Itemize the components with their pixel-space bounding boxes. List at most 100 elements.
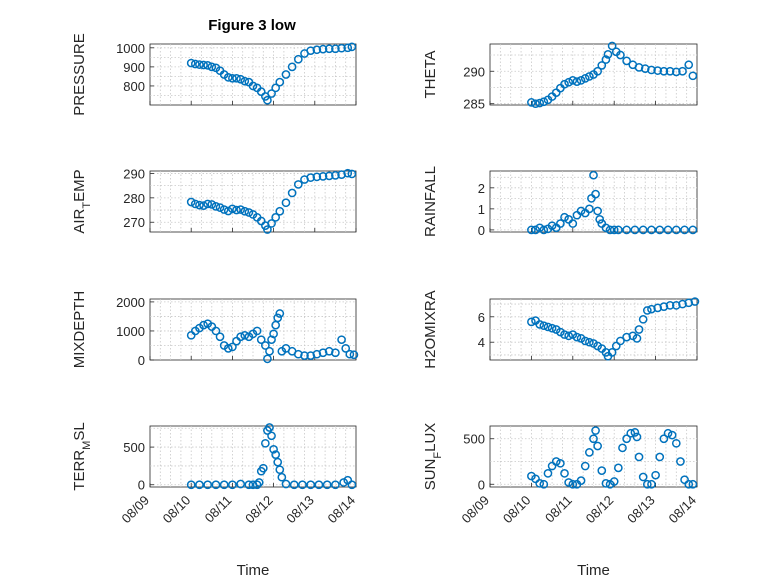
panel-8-data-point: [589, 434, 598, 444]
panel-5-ytick-label: 0: [138, 353, 145, 368]
panel-4-data-point: [605, 225, 615, 235]
panel-1-data-point: [324, 44, 334, 54]
panel-8-data-point: [543, 468, 553, 478]
panel-4-data-point: [531, 225, 540, 235]
panel-5-data-point: [256, 335, 266, 345]
panel-3-data-point: [343, 168, 353, 178]
panel-3-ytick-label: 280: [123, 191, 145, 206]
panel-1-data-point: [318, 44, 328, 54]
panel-2-data-point: [568, 75, 578, 85]
panel-8-data-point: [597, 466, 607, 475]
panel-7-data-point: [314, 480, 324, 490]
panel-5-data-point: [306, 351, 316, 360]
panel-8-data-point: [632, 432, 642, 442]
panel-5-data-point: [240, 330, 250, 340]
panel-1-data-point: [293, 54, 303, 64]
panel-3-data-point: [263, 225, 272, 234]
panel-2-ylabel: THETA: [422, 50, 439, 98]
panel-3-ylabel: AIRTEMP: [71, 169, 93, 233]
panel-2-data-point: [601, 55, 611, 64]
panel-5-ytick-label: 1000: [116, 324, 145, 339]
panel-3-data-point: [293, 180, 303, 189]
panel-4-data-point: [585, 204, 594, 214]
panel-8-data-point: [560, 468, 569, 478]
panel-3-data-point: [219, 205, 229, 214]
panel-6-data-point: [564, 331, 574, 341]
panel-4-data-point: [601, 223, 611, 233]
panel-4-data-point: [595, 215, 605, 224]
panel-8-data-point: [684, 479, 694, 489]
panel-8-data-point: [591, 426, 600, 435]
panel-3-data-point: [211, 202, 221, 211]
panel-8-ytick-label: 500: [463, 432, 485, 447]
panel-2-data-point: [622, 56, 631, 66]
panel-8-data-point: [634, 452, 644, 462]
panel-8-data-point: [671, 438, 681, 448]
panel-7-data-point: [271, 450, 281, 459]
panel-1-data-point: [240, 76, 250, 86]
panel-7-data-point: [219, 480, 229, 490]
panel-4-data-point: [589, 170, 598, 180]
panel-8-data-point: [564, 478, 574, 487]
panel-5-data-point: [273, 313, 283, 323]
panel-5-data-point: [341, 344, 351, 353]
panel-7-data-point: [203, 480, 213, 490]
panel-4-ytick-label: 2: [478, 181, 485, 196]
panel-8-data-point: [642, 479, 652, 489]
panel-7-data-point: [244, 480, 254, 490]
panel-8-data-point: [622, 434, 631, 444]
panel-3-data-point: [267, 219, 276, 228]
panel-1-data-point: [207, 62, 217, 72]
panel-6-data-point: [611, 341, 621, 351]
panel-4-data-point: [613, 225, 623, 235]
panel-8-data-point: [630, 428, 640, 437]
panel-7-xtick-label: 08/11: [202, 493, 235, 526]
panel-4-data-point: [593, 206, 602, 216]
panel-8-data-point: [576, 476, 586, 485]
panel-6-data-point: [527, 317, 536, 327]
panel-8-data-point: [539, 479, 549, 489]
panel-8-xtick-label: 08/14: [666, 493, 700, 527]
panel-7-data-point: [254, 478, 264, 487]
panel-1-ylabel: PRESSURE: [71, 33, 88, 116]
panel-4-ytick-label: 1: [478, 202, 485, 217]
panel-7-data-point: [252, 480, 262, 490]
panel-8-data-point: [663, 428, 673, 438]
panel-2-data-point: [531, 99, 540, 109]
panel-8-data-point: [609, 477, 619, 486]
panel-6-data-point: [665, 301, 675, 310]
panel-2-data-point: [585, 72, 594, 81]
panel-5-data-point: [331, 348, 340, 358]
panel-7-data-point: [261, 438, 270, 448]
panel-6-data-point: [560, 330, 569, 339]
panel-5-data-point: [215, 332, 225, 342]
panel-4-data-point: [647, 225, 656, 235]
panel-1-data-point: [287, 62, 297, 72]
panel-5-data-point: [211, 326, 221, 336]
panel-7-ylabel: TERRMSL: [71, 422, 93, 490]
panel-3-data-point: [232, 205, 241, 215]
panel-3-data-point: [275, 206, 285, 216]
panel-8-data-point: [651, 470, 660, 480]
panel-4-data-point: [622, 225, 631, 235]
panel-2-data-point: [593, 66, 602, 76]
panel-8-ytick-label: 0: [478, 477, 485, 492]
panel-4-data-point: [527, 225, 536, 235]
panel-8-data-point: [556, 458, 565, 468]
panel-6-data-point: [647, 304, 656, 314]
panel-4-data-point: [655, 225, 665, 235]
panel-1-data-point: [232, 73, 241, 83]
panel-5-data-point: [252, 326, 262, 336]
panel-8-data-point: [676, 457, 685, 466]
panel-2-data-point: [576, 75, 586, 85]
panel-6-data-point: [622, 332, 631, 342]
panel-8-xtick-label: 08/13: [624, 493, 658, 527]
panel-7-data-point: [265, 423, 274, 432]
panel-5-data-point: [236, 332, 245, 342]
panel-4-data-point: [535, 223, 545, 233]
panel-3-data-point: [281, 198, 291, 208]
panel-1-data-point: [275, 77, 285, 87]
panel-4-data-point: [539, 225, 549, 235]
panel-5-ytick-label: 2000: [116, 295, 145, 310]
panel-7-data-point: [258, 463, 268, 473]
